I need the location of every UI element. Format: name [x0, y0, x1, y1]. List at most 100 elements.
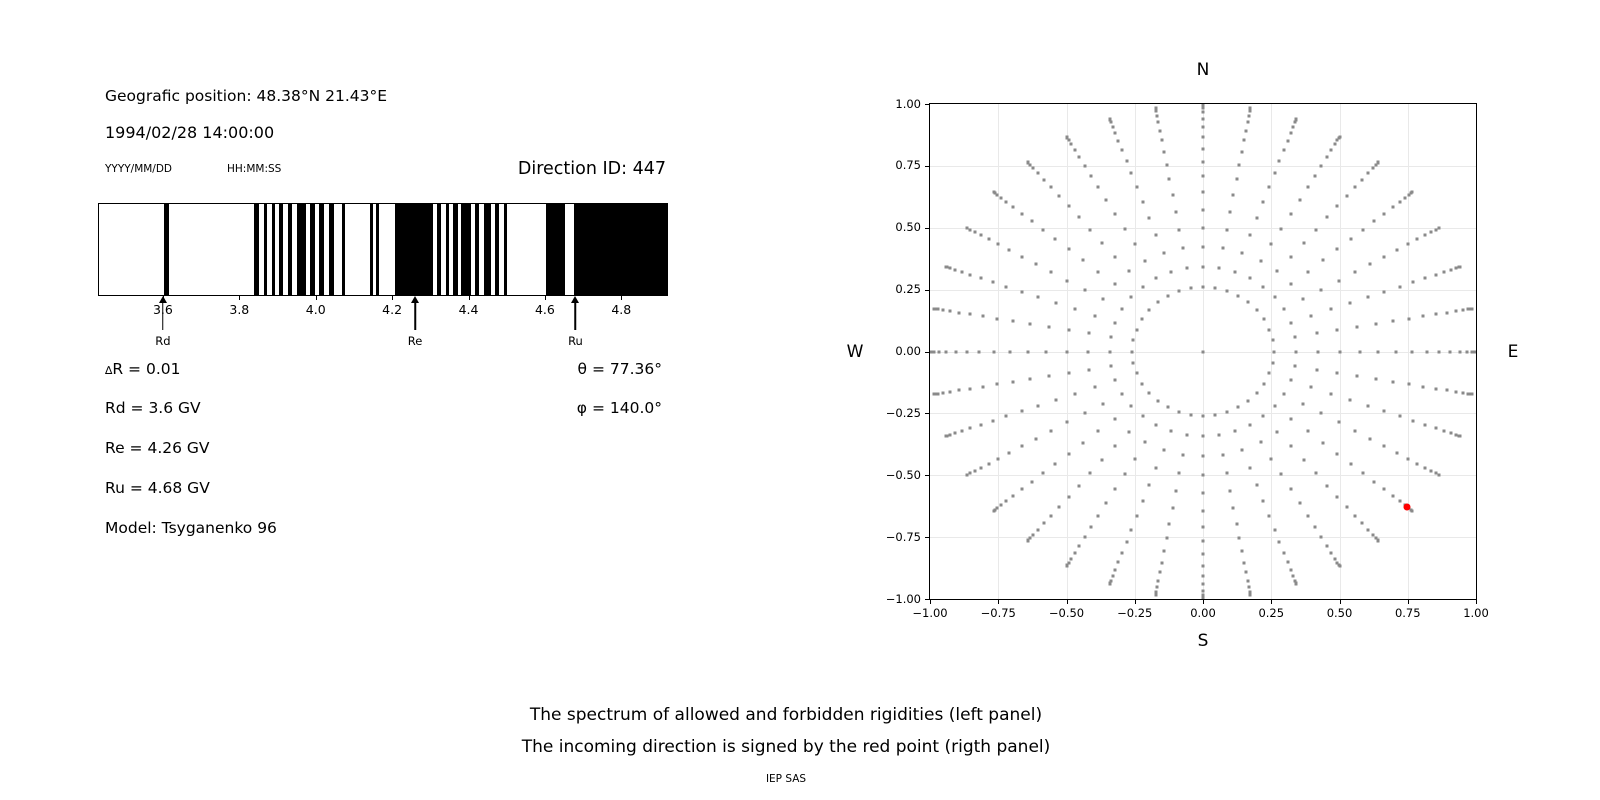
direction-grid-dot [1325, 544, 1329, 548]
direction-grid-dot [1395, 451, 1399, 455]
direction-grid-dot [1415, 237, 1419, 241]
direction-grid-dot [1042, 178, 1046, 182]
direction-grid-dot [1325, 215, 1329, 219]
direction-grid-dot [1201, 574, 1205, 578]
allowed-band [546, 204, 565, 295]
direction-grid-dot [1113, 568, 1117, 572]
direction-grid-dot [991, 280, 995, 284]
direction-grid-dot [1382, 487, 1386, 491]
direction-grid-dot [1057, 194, 1061, 198]
direction-grid-dot [948, 266, 952, 270]
direction-grid-dot [1458, 265, 1462, 269]
direction-grid-dot [1156, 300, 1160, 304]
direction-grid-dot [1167, 522, 1171, 526]
direction-grid-dot [930, 350, 932, 353]
direction-grid-dot [1113, 131, 1117, 135]
direction-grid-dot [1410, 509, 1414, 513]
direction-grid-dot [981, 385, 985, 389]
direction-grid-dot [991, 419, 995, 423]
direction-grid-dot [1141, 414, 1145, 418]
direction-grid-dot [1129, 171, 1133, 175]
direction-grid-dot [1073, 551, 1077, 555]
direction-grid-dot [1355, 374, 1359, 378]
direction-grid-dot [1279, 472, 1283, 476]
direction-grid-dot [1465, 350, 1469, 353]
direction-grid-dot [1434, 471, 1438, 475]
direction-grid-dot [1423, 466, 1427, 470]
cutoff-arrow-line [414, 303, 416, 330]
direction-grid-dot [1100, 241, 1104, 245]
direction-grid-dot [1255, 308, 1259, 312]
direction-grid-dot [1329, 551, 1333, 555]
allowed-band [278, 204, 284, 295]
direction-grid-dot [1273, 295, 1277, 299]
direction-grid-dot [1255, 483, 1259, 487]
direction-grid-dot [1374, 163, 1378, 167]
direction-grid-dot [1376, 350, 1380, 353]
direction-grid-dot [1109, 579, 1113, 583]
direction-grid-dot [1261, 200, 1265, 204]
direction-grid-dot [1348, 398, 1352, 402]
direction-grid-dot [1036, 295, 1040, 299]
direction-grid-dot [1366, 528, 1370, 532]
direction-grid-dot [1361, 471, 1365, 475]
allowed-band [263, 204, 268, 295]
direction-grid-dot [1083, 164, 1087, 168]
y-axis-tick-label: −0.25 [885, 405, 921, 420]
direction-grid-dot [1306, 514, 1310, 518]
direction-grid-dot [944, 434, 948, 438]
theta-value-text: θ = 77.36° [577, 360, 662, 378]
direction-grid-dot [1165, 536, 1169, 540]
direction-grid-dot [965, 226, 969, 230]
direction-grid-dot [1255, 391, 1259, 395]
direction-grid-dot [1213, 286, 1217, 290]
direction-grid-dot [1143, 440, 1147, 444]
direction-grid-dot [1282, 392, 1286, 396]
cutoff-marker-label: Re [407, 334, 423, 348]
direction-grid-dot [1306, 185, 1310, 189]
direction-grid-dot [1155, 585, 1159, 589]
direction-grid-dot [1113, 212, 1117, 216]
x-axis-tick [392, 296, 394, 300]
x-axis-tick [998, 600, 1000, 604]
direction-grid-dot [1410, 350, 1414, 353]
direction-grid-dot [1348, 301, 1352, 305]
direction-grid-dot [1083, 288, 1087, 292]
direction-grid-dot [1247, 114, 1251, 118]
direction-grid-dot [1361, 228, 1365, 232]
direction-grid-dot [968, 312, 972, 316]
direction-grid-dot [996, 457, 1000, 461]
direction-grid-dot [1177, 228, 1181, 232]
direction-grid-dot [992, 190, 996, 194]
direction-grid-dot [1131, 338, 1135, 342]
direction-grid-dot [1089, 174, 1093, 178]
direction-grid-dot [1217, 433, 1221, 437]
direction-grid-dot [1028, 322, 1032, 326]
direction-grid-dot [1201, 208, 1205, 212]
direction-grid-dot [1135, 328, 1139, 332]
direction-grid-dot [1113, 282, 1117, 286]
direction-grid-dot [1423, 276, 1427, 280]
direction-grid-dot [1154, 276, 1158, 280]
direction-grid-dot [1100, 458, 1104, 462]
direction-grid-dot [1237, 163, 1241, 167]
direction-grid-dot [1069, 557, 1073, 561]
direction-grid-dot [1272, 350, 1276, 353]
direction-grid-dot [1398, 414, 1402, 418]
direction-grid-dot [1073, 148, 1077, 152]
direction-grid-dot [1454, 266, 1458, 270]
direction-grid-dot [1067, 561, 1071, 565]
caption-line-2: The incoming direction is signed by the … [521, 737, 1051, 757]
direction-grid-dot [1020, 212, 1024, 216]
direction-grid-dot [1286, 139, 1290, 143]
direction-grid-dot [1201, 147, 1205, 151]
direction-grid-dot [1213, 413, 1217, 417]
direction-grid-dot [1345, 194, 1349, 198]
y-axis-tick [925, 537, 929, 539]
direction-grid-dot [1470, 350, 1474, 353]
direction-grid-dot [968, 426, 972, 430]
direction-grid-dot [1314, 471, 1318, 475]
direction-grid-dot [1101, 297, 1105, 301]
caption-line-1: The spectrum of allowed and forbidden ri… [529, 705, 1043, 725]
